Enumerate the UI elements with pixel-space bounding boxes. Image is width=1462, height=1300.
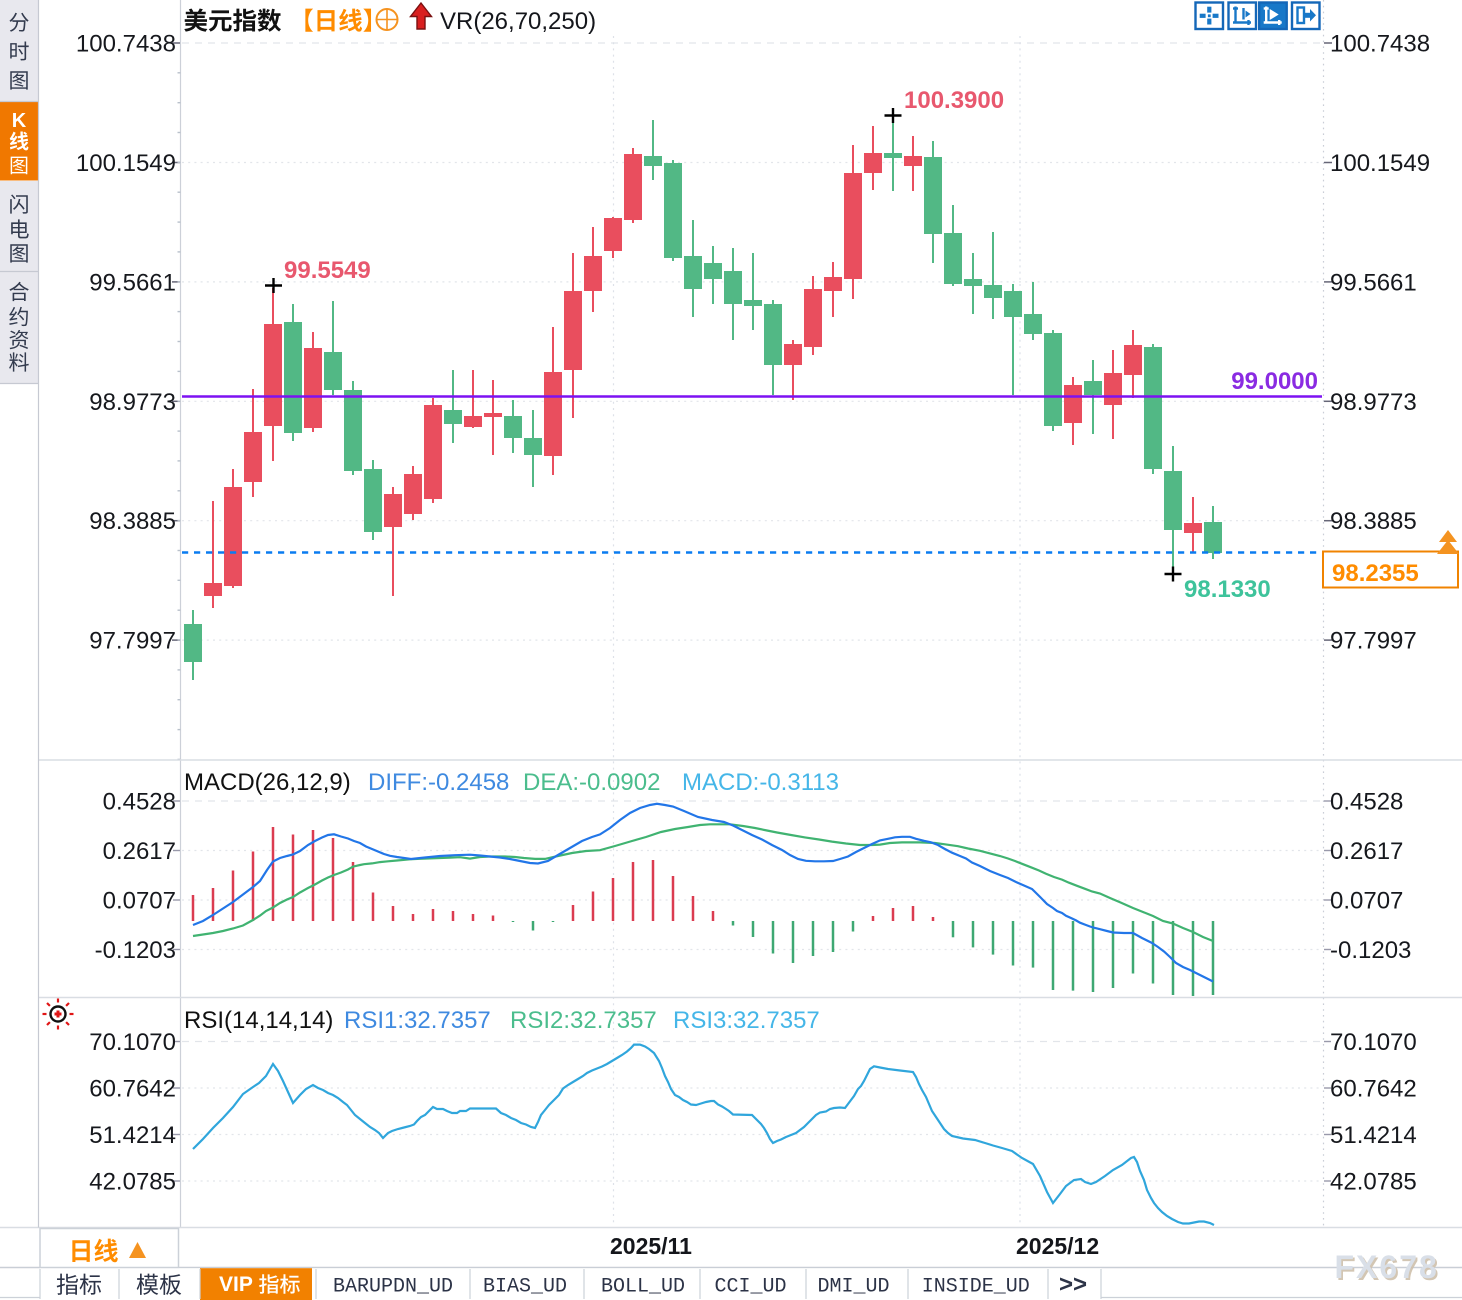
svg-text:100.1549: 100.1549 [1330, 150, 1430, 177]
svg-text:70.1070: 70.1070 [1330, 1029, 1417, 1056]
svg-text:98.3885: 98.3885 [1330, 508, 1417, 535]
svg-text:51.4214: 51.4214 [1330, 1122, 1417, 1149]
svg-text:99.5661: 99.5661 [1330, 269, 1417, 296]
svg-text:98.2355: 98.2355 [1332, 560, 1419, 587]
svg-text:99.5549: 99.5549 [284, 257, 371, 284]
svg-text:51.4214: 51.4214 [89, 1122, 176, 1149]
svg-text:100.7438: 100.7438 [76, 31, 176, 58]
svg-text:98.9773: 98.9773 [1330, 389, 1417, 416]
svg-text:DEA:-0.0902: DEA:-0.0902 [523, 769, 660, 796]
svg-text:97.7997: 97.7997 [89, 628, 176, 655]
svg-text:DIFF:-0.2458: DIFF:-0.2458 [368, 769, 509, 796]
svg-text:VR(26,70,250): VR(26,70,250) [440, 8, 596, 35]
svg-text:0.0707: 0.0707 [1330, 888, 1403, 915]
svg-text:RSI3:32.7357: RSI3:32.7357 [673, 1007, 820, 1034]
svg-text:97.7997: 97.7997 [1330, 628, 1417, 655]
svg-text:0.0707: 0.0707 [103, 888, 176, 915]
svg-text:2025/12: 2025/12 [1016, 1233, 1099, 1259]
svg-text:VIP: VIP [219, 1273, 253, 1296]
svg-text:0.2617: 0.2617 [1330, 838, 1403, 865]
svg-text:FX678: FX678 [1335, 1249, 1439, 1285]
svg-text:42.0785: 42.0785 [89, 1169, 176, 1196]
svg-text:DMI_UD: DMI_UD [817, 1276, 889, 1299]
svg-text:100.1549: 100.1549 [76, 150, 176, 177]
svg-text:INSIDE_UD: INSIDE_UD [922, 1276, 1030, 1299]
svg-text:2025/11: 2025/11 [610, 1233, 692, 1259]
svg-text:K: K [12, 110, 27, 132]
svg-text:42.0785: 42.0785 [1330, 1169, 1417, 1196]
svg-text:-0.1203: -0.1203 [95, 937, 176, 964]
svg-text:>>: >> [1059, 1271, 1087, 1298]
svg-text:98.9773: 98.9773 [89, 389, 176, 416]
svg-text:100.3900: 100.3900 [904, 87, 1004, 114]
svg-text:99.0000: 99.0000 [1231, 368, 1318, 395]
svg-text:0.4528: 0.4528 [1330, 789, 1403, 816]
svg-text:98.1330: 98.1330 [1184, 576, 1271, 603]
svg-text:CCI_UD: CCI_UD [714, 1276, 786, 1299]
svg-text:RSI2:32.7357: RSI2:32.7357 [510, 1007, 657, 1034]
svg-text:60.7642: 60.7642 [89, 1076, 176, 1103]
svg-text:99.5661: 99.5661 [89, 269, 176, 296]
svg-text:FX678: FX678 [1336, 1251, 1440, 1287]
svg-text:MACD:-0.3113: MACD:-0.3113 [682, 769, 839, 796]
svg-text:RSI1:32.7357: RSI1:32.7357 [344, 1007, 491, 1034]
svg-text:0.4528: 0.4528 [103, 789, 176, 816]
svg-text:MACD(26,12,9): MACD(26,12,9) [184, 769, 351, 796]
svg-text:-0.1203: -0.1203 [1330, 937, 1411, 964]
svg-text:70.1070: 70.1070 [89, 1029, 176, 1056]
svg-text:BIAS_UD: BIAS_UD [483, 1276, 567, 1299]
svg-text:0.2617: 0.2617 [103, 838, 176, 865]
svg-text:RSI(14,14,14): RSI(14,14,14) [184, 1007, 333, 1034]
svg-text:60.7642: 60.7642 [1330, 1076, 1417, 1103]
svg-text:98.3885: 98.3885 [89, 508, 176, 535]
svg-text:BOLL_UD: BOLL_UD [601, 1276, 685, 1299]
svg-text:100.7438: 100.7438 [1330, 31, 1430, 58]
svg-text:BARUPDN_UD: BARUPDN_UD [333, 1276, 453, 1299]
